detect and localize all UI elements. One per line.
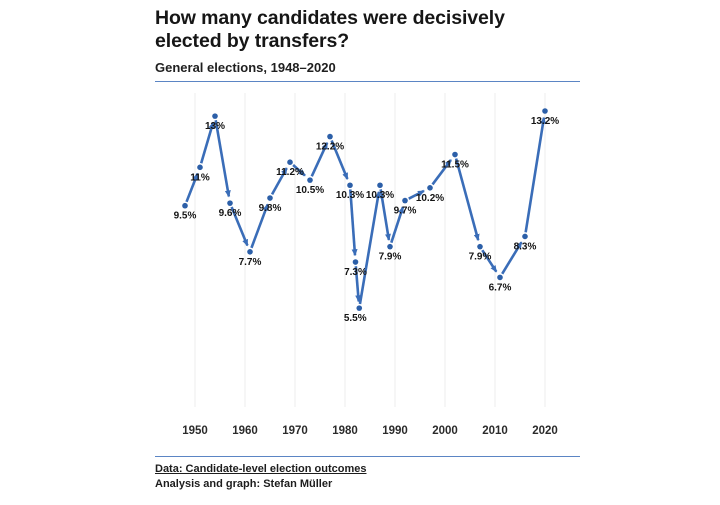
data-point [452, 151, 458, 158]
x-axis-tick-label: 2010 [482, 425, 508, 437]
x-axis-tick-label: 2000 [432, 425, 458, 437]
data-point-label: 13% [205, 121, 225, 132]
data-point-label: 11.5% [441, 160, 469, 171]
line-segment [481, 249, 498, 273]
data-point-label: 7.9% [379, 252, 402, 263]
x-axis-tick-label: 1960 [232, 425, 258, 437]
line-segment [199, 121, 215, 164]
data-point [477, 243, 483, 250]
data-point [387, 243, 393, 250]
line-segment [501, 241, 523, 275]
line-segment [330, 139, 349, 180]
data-point [197, 164, 203, 171]
x-axis-tick-label: 1980 [332, 425, 358, 437]
data-point-label: 10.5% [296, 185, 324, 196]
data-point-label: 8.3% [514, 241, 537, 252]
x-axis-tick-label: 2020 [532, 425, 558, 437]
line-segment [354, 266, 362, 303]
data-point [287, 159, 293, 165]
data-point-label: 9.7% [394, 206, 417, 217]
line-segment [408, 189, 425, 200]
header-rule [155, 81, 580, 82]
data-point [356, 305, 363, 311]
data-point-label: 11% [190, 172, 210, 183]
chart-header: How many candidates were decisively elec… [155, 7, 567, 75]
data-point-label: 10.3% [366, 190, 394, 201]
footer-rule [155, 456, 580, 457]
data-point [267, 195, 273, 201]
line-segment [379, 189, 391, 241]
data-point-label: 6.7% [489, 282, 512, 293]
data-point [327, 133, 333, 140]
data-point-label: 9.8% [259, 203, 282, 214]
data-point-label: 7.9% [469, 252, 492, 263]
data-point-label: 9.6% [219, 208, 242, 219]
data-point-label: 12.2% [316, 142, 344, 153]
line-segment [270, 167, 288, 196]
data-point [227, 200, 233, 206]
data-point [497, 274, 503, 281]
data-point [352, 259, 359, 265]
line-segment [358, 190, 381, 305]
data-point [522, 233, 528, 240]
line-segment [390, 206, 405, 244]
data-point [402, 197, 408, 204]
chart-footer: Data: Candidate-level election outcomes … [155, 462, 367, 492]
data-point [347, 182, 353, 189]
line-segment [431, 159, 452, 186]
chart-subtitle: General elections, 1948–2020 [155, 60, 336, 75]
line-segment [310, 141, 329, 177]
x-axis-tick-label: 1970 [282, 425, 308, 437]
data-point [542, 108, 548, 114]
x-axis-tick-label: 1990 [382, 425, 408, 437]
data-point [307, 177, 313, 183]
data-point [212, 113, 218, 119]
line-segment [214, 120, 231, 198]
data-point-label: 10.2% [416, 193, 444, 204]
data-point [247, 249, 253, 255]
data-source-caption: Data: Candidate-level election outcomes [155, 463, 367, 475]
data-point-label: 10.3% [336, 190, 364, 201]
data-point-label: 7.3% [344, 267, 367, 278]
line-segment [524, 116, 546, 233]
data-point [427, 185, 433, 191]
data-point [377, 182, 383, 189]
x-axis-tick-label: 1950 [182, 425, 208, 437]
line-segment [292, 164, 306, 177]
data-point-label: 7.7% [239, 257, 262, 268]
data-point [182, 202, 188, 209]
line-segment [349, 189, 358, 257]
credit-caption: Analysis and graph: Stefan Müller [155, 478, 333, 490]
data-point-label: 5.5% [344, 313, 367, 324]
data-point-label: 9.5% [174, 211, 197, 222]
line-segment [185, 172, 199, 203]
chart-title: How many candidates were decisively elec… [155, 7, 505, 52]
line-segment [454, 158, 480, 242]
data-point-label: 11.2% [276, 167, 304, 178]
line-segment [230, 206, 249, 247]
data-point-label: 13.2% [531, 116, 559, 127]
line-segment [250, 203, 269, 249]
